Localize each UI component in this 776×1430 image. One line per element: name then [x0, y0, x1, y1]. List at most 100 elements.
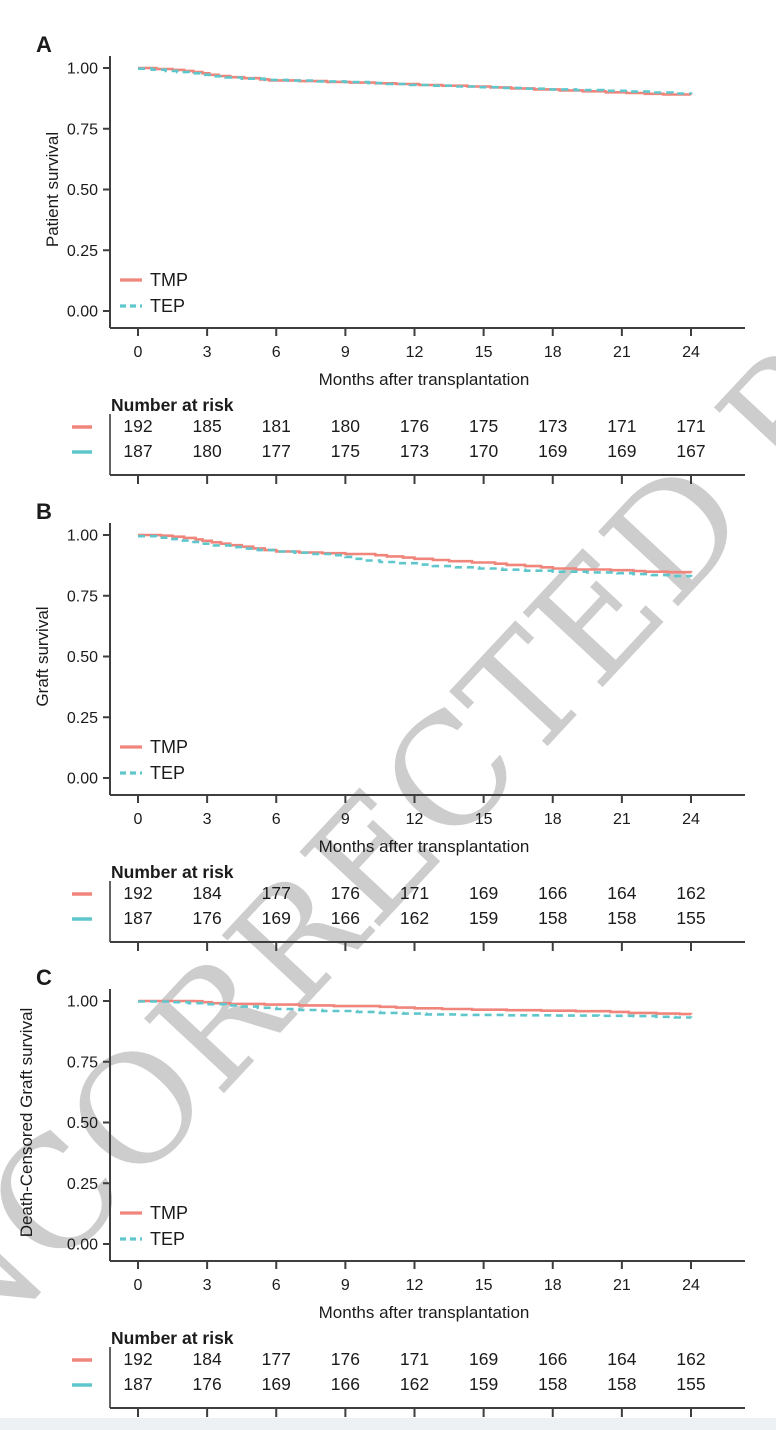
risk-count-tep: 158 [538, 908, 567, 928]
x-tick-label: 3 [203, 1277, 212, 1294]
x-tick-label: 18 [544, 344, 562, 361]
y-tick-label: 0.75 [67, 1054, 98, 1071]
x-tick-label: 0 [134, 344, 143, 361]
risk-count-tmp: 192 [123, 416, 152, 436]
risk-count-tep: 187 [123, 441, 152, 461]
risk-count-tmp: 171 [400, 883, 429, 903]
x-tick-label: 24 [682, 1277, 700, 1294]
x-tick-label: 21 [613, 811, 631, 828]
risk-count-tep: 158 [607, 1374, 636, 1394]
y-tick-label: 0.50 [67, 1115, 98, 1132]
risk-table-header: Number at risk [111, 1328, 234, 1348]
risk-count-tmp: 175 [469, 416, 498, 436]
x-tick-label: 6 [272, 1277, 281, 1294]
risk-count-tmp: 166 [538, 883, 567, 903]
x-tick-label: 3 [203, 344, 212, 361]
risk-count-tmp: 184 [193, 1349, 222, 1369]
legend-label-tep: TEP [150, 763, 185, 783]
y-tick-label: 0.00 [67, 304, 98, 321]
curve-tep [138, 67, 693, 95]
legend-label-tmp: TMP [150, 737, 188, 757]
x-tick-label: 15 [475, 1277, 493, 1294]
risk-count-tep: 176 [193, 908, 222, 928]
risk-count-tmp: 192 [123, 1349, 152, 1369]
y-tick-label: 0.00 [67, 771, 98, 788]
y-axis-title: Patient survival [43, 132, 62, 247]
legend-label-tep: TEP [150, 1229, 185, 1249]
y-tick-label: 1.00 [67, 528, 98, 545]
x-tick-label: 9 [341, 1277, 350, 1294]
y-tick-label: 0.00 [67, 1237, 98, 1254]
x-axis-title: Months after transplantation [319, 837, 530, 856]
y-tick-label: 0.25 [67, 1176, 98, 1193]
risk-count-tmp: 181 [262, 416, 291, 436]
legend-label-tep: TEP [150, 296, 185, 316]
x-axis-title: Months after transplantation [319, 1303, 530, 1322]
panel-b: B 0.00 0.25 0.50 0.75 1.00 0 3 6 9 12 15 18 21 24 Month… [33, 499, 745, 951]
risk-count-tmp: 164 [607, 1349, 636, 1369]
panel-label: C [36, 965, 52, 990]
risk-count-tep: 187 [123, 908, 152, 928]
legend-label-tmp: TMP [150, 270, 188, 290]
y-tick-label: 0.50 [67, 649, 98, 666]
risk-count-tmp: 173 [538, 416, 567, 436]
x-tick-label: 15 [475, 811, 493, 828]
y-tick-label: 0.25 [67, 243, 98, 260]
risk-count-tep: 176 [193, 1374, 222, 1394]
risk-count-tmp: 177 [262, 883, 291, 903]
legend-label-tmp: TMP [150, 1203, 188, 1223]
risk-count-tep: 169 [538, 441, 567, 461]
risk-count-tep: 155 [676, 908, 705, 928]
page-bottom-strip [0, 1418, 776, 1430]
x-tick-label: 21 [613, 344, 631, 361]
x-tick-label: 15 [475, 344, 493, 361]
risk-count-tep: 166 [331, 908, 360, 928]
risk-count-tmp: 164 [607, 883, 636, 903]
risk-count-tep: 166 [331, 1374, 360, 1394]
risk-count-tep: 159 [469, 908, 498, 928]
risk-table-header: Number at risk [111, 862, 234, 882]
panel-c: C 0.00 0.25 0.50 0.75 1.00 0 3 6 9 12 15 18 21 24 Month… [17, 965, 745, 1417]
risk-count-tmp: 171 [676, 416, 705, 436]
panel-label: B [36, 499, 52, 524]
risk-count-tep: 159 [469, 1374, 498, 1394]
risk-count-tmp: 184 [193, 883, 222, 903]
risk-count-tep: 170 [469, 441, 498, 461]
curve-tep [138, 1000, 693, 1019]
y-tick-label: 1.00 [67, 61, 98, 78]
risk-count-tep: 169 [607, 441, 636, 461]
x-tick-label: 6 [272, 344, 281, 361]
risk-count-tep: 167 [676, 441, 705, 461]
risk-count-tep: 177 [262, 441, 291, 461]
y-tick-label: 0.75 [67, 121, 98, 138]
risk-count-tmp: 169 [469, 1349, 498, 1369]
risk-count-tep: 158 [538, 1374, 567, 1394]
curve-tep [138, 534, 693, 578]
x-tick-label: 0 [134, 811, 143, 828]
risk-count-tmp: 180 [331, 416, 360, 436]
risk-table-header: Number at risk [111, 395, 234, 415]
risk-count-tep: 162 [400, 1374, 429, 1394]
risk-count-tep: 173 [400, 441, 429, 461]
risk-count-tmp: 176 [331, 1349, 360, 1369]
panel-label: A [36, 32, 52, 57]
risk-count-tep: 169 [262, 908, 291, 928]
x-tick-label: 21 [613, 1277, 631, 1294]
risk-count-tmp: 176 [331, 883, 360, 903]
x-tick-label: 9 [341, 344, 350, 361]
panel-a: A 0.00 0.25 0.50 0.75 1.00 0 3 6 9 12 15 18 21 24 Month… [36, 32, 745, 484]
risk-count-tmp: 162 [676, 883, 705, 903]
risk-count-tmp: 176 [400, 416, 429, 436]
risk-count-tep: 162 [400, 908, 429, 928]
y-tick-label: 0.75 [67, 588, 98, 605]
x-tick-label: 24 [682, 811, 700, 828]
risk-count-tep: 155 [676, 1374, 705, 1394]
risk-count-tmp: 171 [607, 416, 636, 436]
y-axis-title: Death-Censored Graft survival [17, 1008, 36, 1238]
risk-count-tmp: 162 [676, 1349, 705, 1369]
curve-tmp [138, 533, 693, 574]
risk-count-tep: 158 [607, 908, 636, 928]
x-tick-label: 12 [406, 344, 424, 361]
x-tick-label: 12 [406, 1277, 424, 1294]
